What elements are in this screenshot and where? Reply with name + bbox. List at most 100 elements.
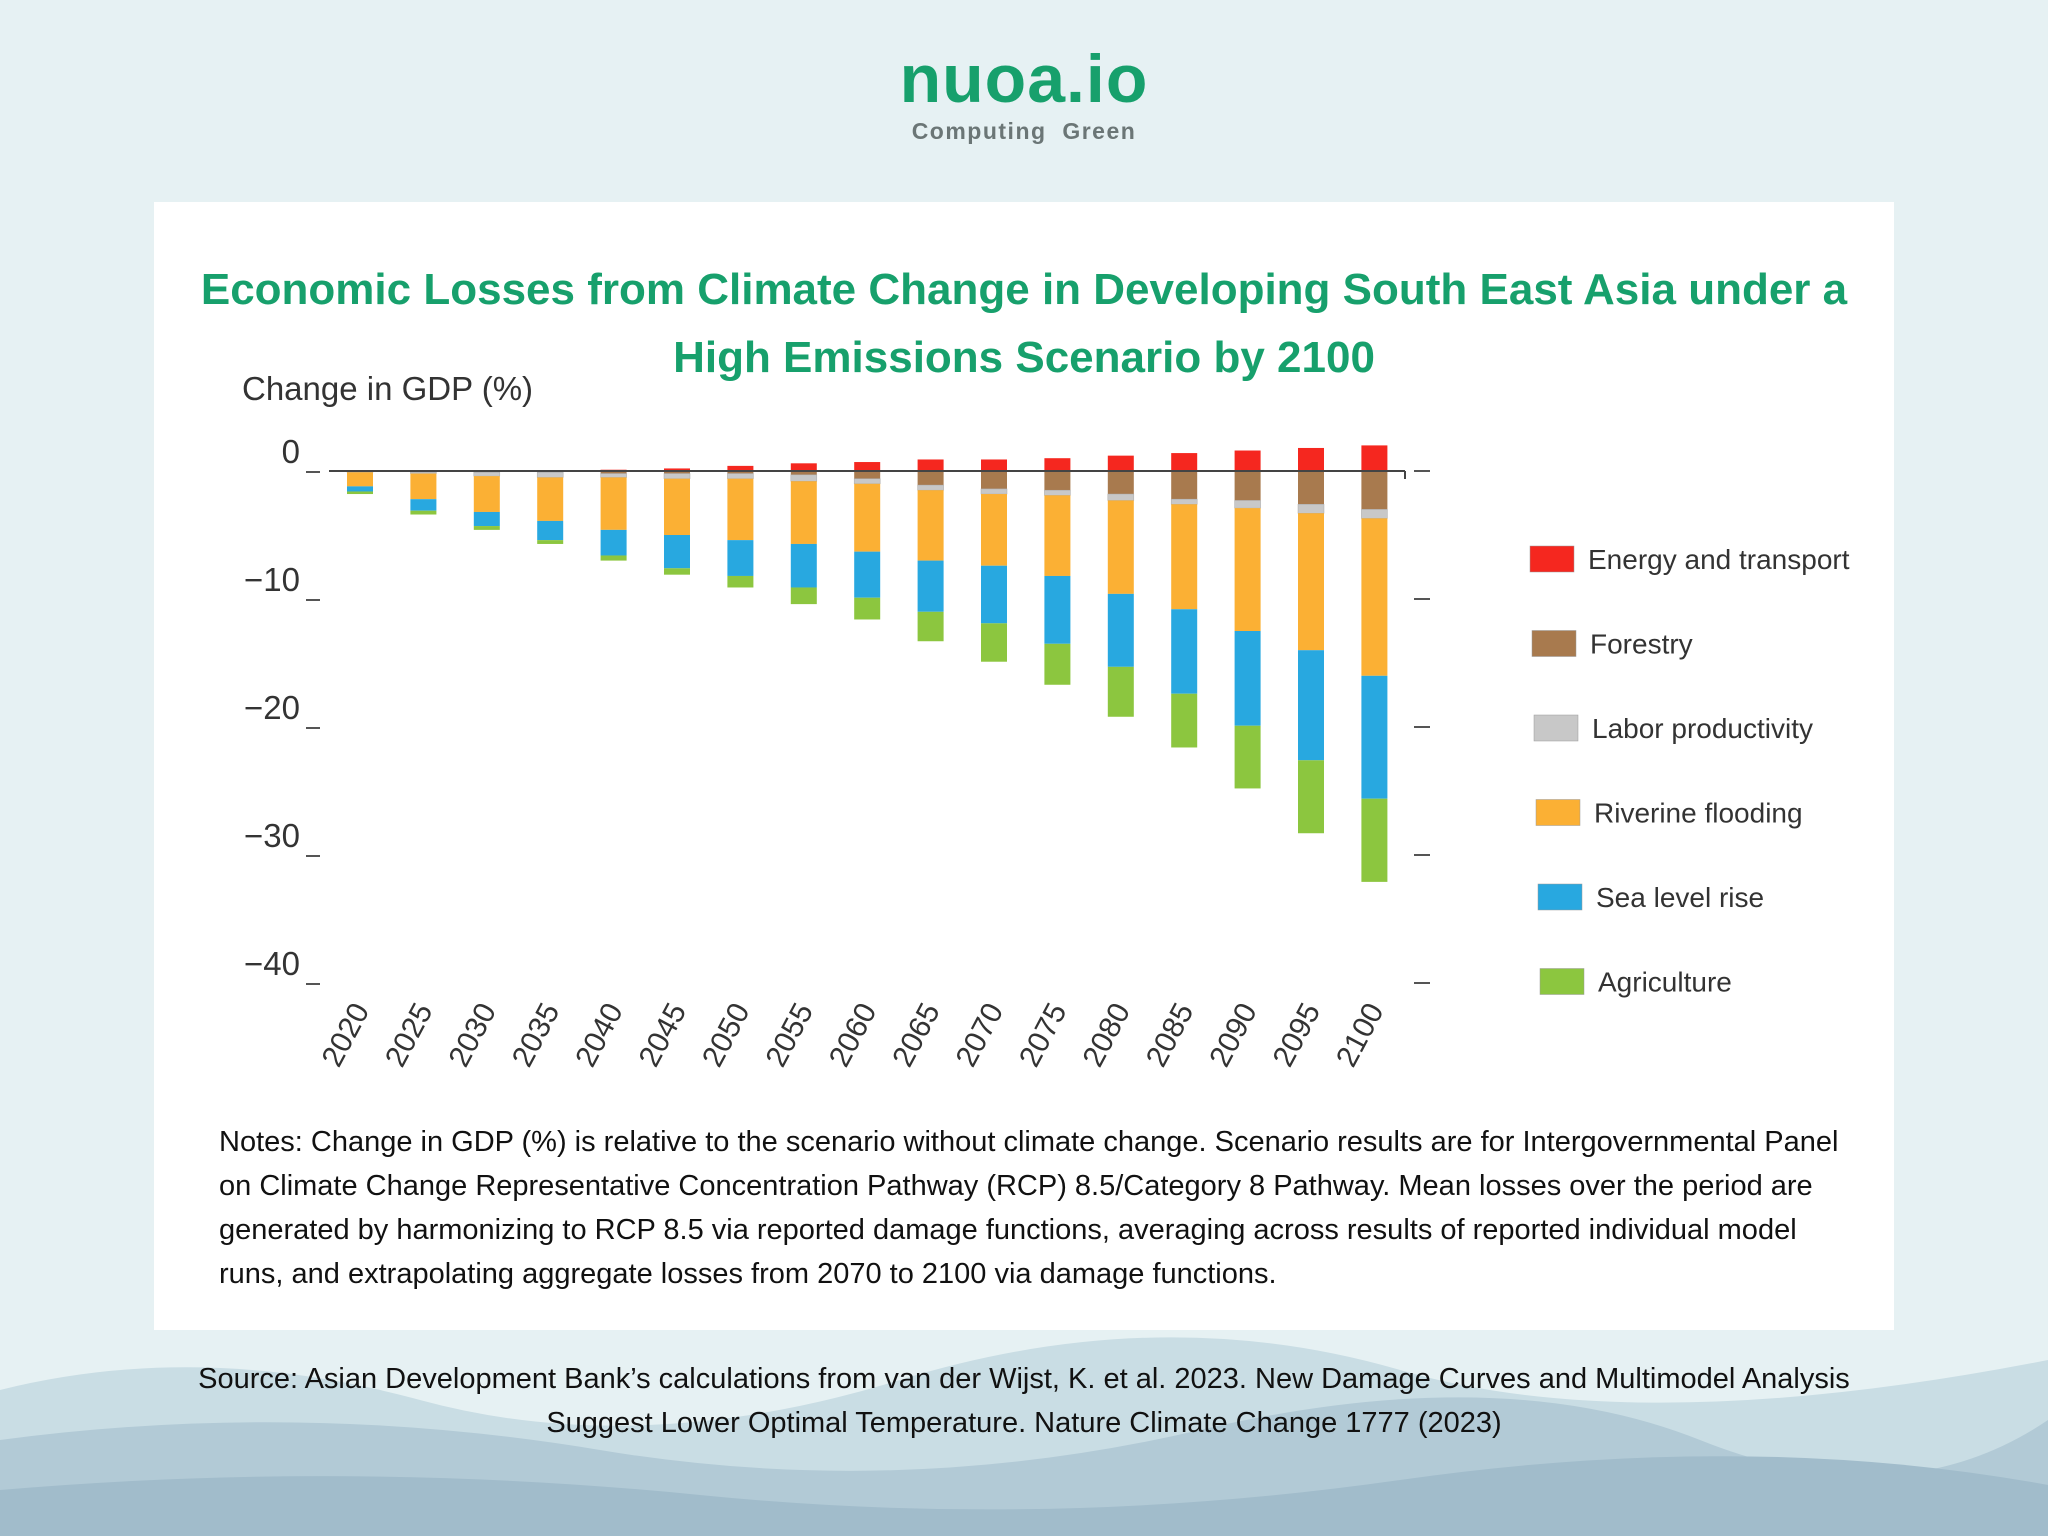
bar-segment [537, 520, 564, 541]
bar-segment [537, 477, 564, 521]
bar-segment [790, 471, 817, 475]
bar-segment [473, 472, 501, 477]
bar-segment [410, 499, 437, 511]
bar-segment [473, 526, 500, 530]
bar-segment [1361, 509, 1388, 519]
bar-segment [1234, 725, 1261, 789]
bar-segment [1234, 450, 1261, 471]
x-tick-label: 2045 [633, 998, 693, 1072]
bar-segment [1171, 453, 1198, 471]
bar-segment [1234, 631, 1261, 726]
bar-segment [1171, 693, 1198, 748]
bar-segment [727, 540, 754, 576]
bar-segment [917, 471, 944, 486]
bar-segment [1044, 575, 1071, 644]
notes: Notes: Change in GDP (%) is relative to … [219, 1126, 1839, 1290]
bar-segment [410, 472, 437, 474]
bar-segment [981, 459, 1007, 471]
bar-segment [1298, 447, 1324, 471]
bar-segment [473, 476, 500, 512]
bar-segment [1234, 500, 1261, 509]
x-tick-label: 2040 [569, 998, 629, 1072]
bar-segment [727, 471, 754, 474]
y-tick-label: −30 [244, 817, 300, 854]
bar-segment [600, 471, 627, 474]
bar-segment [1107, 455, 1134, 471]
legend-label: Sea level rise [1596, 882, 1764, 913]
bar-segment [854, 471, 881, 479]
y-tick-label: −40 [244, 945, 300, 982]
bar-segment [1361, 471, 1388, 510]
bar-segment [790, 481, 817, 544]
bar-segment [727, 575, 754, 588]
bar-segment [854, 597, 881, 620]
bar-segment [917, 611, 944, 642]
legend-swatch [1535, 799, 1581, 826]
x-tick-label: 2065 [886, 998, 946, 1072]
bar-segment [1170, 498, 1198, 505]
bar-segment [727, 473, 754, 479]
bar-segment [917, 484, 944, 491]
x-tick-label: 2030 [443, 998, 503, 1072]
y-tick-label: −20 [244, 689, 300, 726]
bar-segment [917, 459, 944, 471]
bar-segment [1298, 650, 1324, 761]
bar-segment [1044, 458, 1071, 471]
bar-segment [347, 472, 373, 487]
bar-segment [1107, 666, 1134, 717]
bar-segment [664, 471, 690, 474]
x-tick-label: 2055 [760, 998, 820, 1072]
x-tick-label: 2025 [379, 998, 439, 1072]
x-tick-label: 2075 [1013, 998, 1073, 1072]
bar-segment [854, 483, 881, 552]
bar-segment [1044, 471, 1071, 491]
legend-label: Riverine flooding [1594, 798, 1803, 829]
legend-label: Energy and transport [1588, 544, 1850, 575]
bar-segment [1171, 504, 1198, 610]
bar-segment [1044, 489, 1071, 496]
bar-segment [981, 565, 1007, 624]
x-tick-label: 2060 [823, 998, 883, 1072]
legend-swatch [1533, 714, 1579, 742]
brand-name: nuoa.io [899, 41, 1149, 117]
bar-segment [981, 623, 1007, 662]
legend-label: Agriculture [1598, 967, 1732, 998]
x-tick-label: 2080 [1077, 998, 1137, 1072]
bar-segment [980, 488, 1008, 495]
x-tick-label: 2050 [696, 998, 756, 1072]
bar-segment [1107, 593, 1134, 667]
bar-segment [1171, 471, 1198, 500]
bar-segment [1361, 675, 1388, 799]
bar-segment [917, 560, 944, 612]
bar-segment [473, 511, 500, 527]
bar-segment [1044, 643, 1071, 685]
x-tick-label: 2090 [1203, 998, 1263, 1072]
bar-segment [1234, 471, 1261, 501]
card [154, 202, 1894, 1330]
bar-segment [664, 535, 690, 569]
x-tick-label: 2085 [1140, 998, 1200, 1072]
bar-segment [853, 478, 881, 485]
bar-segment [981, 494, 1007, 566]
bar-segment [600, 555, 627, 561]
bar-segment [664, 478, 690, 535]
bar-segment [790, 587, 817, 605]
bar-segment [1298, 760, 1324, 834]
bar-segment [1107, 471, 1134, 495]
chart-title: Economic Losses from Climate Change in D… [200, 265, 1848, 382]
bar-segment [1361, 518, 1388, 676]
bar-segment [854, 551, 881, 598]
x-tick-label: 2035 [506, 998, 566, 1072]
bar-segment [664, 568, 690, 575]
x-tick-label: 2095 [1267, 998, 1327, 1072]
bar-segment [727, 465, 754, 471]
x-tick-label: 2070 [950, 998, 1010, 1072]
legend-swatch [1539, 968, 1585, 995]
y-axis-label: Change in GDP (%) [242, 370, 533, 407]
bar-segment [537, 540, 564, 544]
bar-segment [1107, 493, 1135, 501]
bar-segment [1298, 471, 1324, 505]
bar-segment [1297, 504, 1325, 514]
